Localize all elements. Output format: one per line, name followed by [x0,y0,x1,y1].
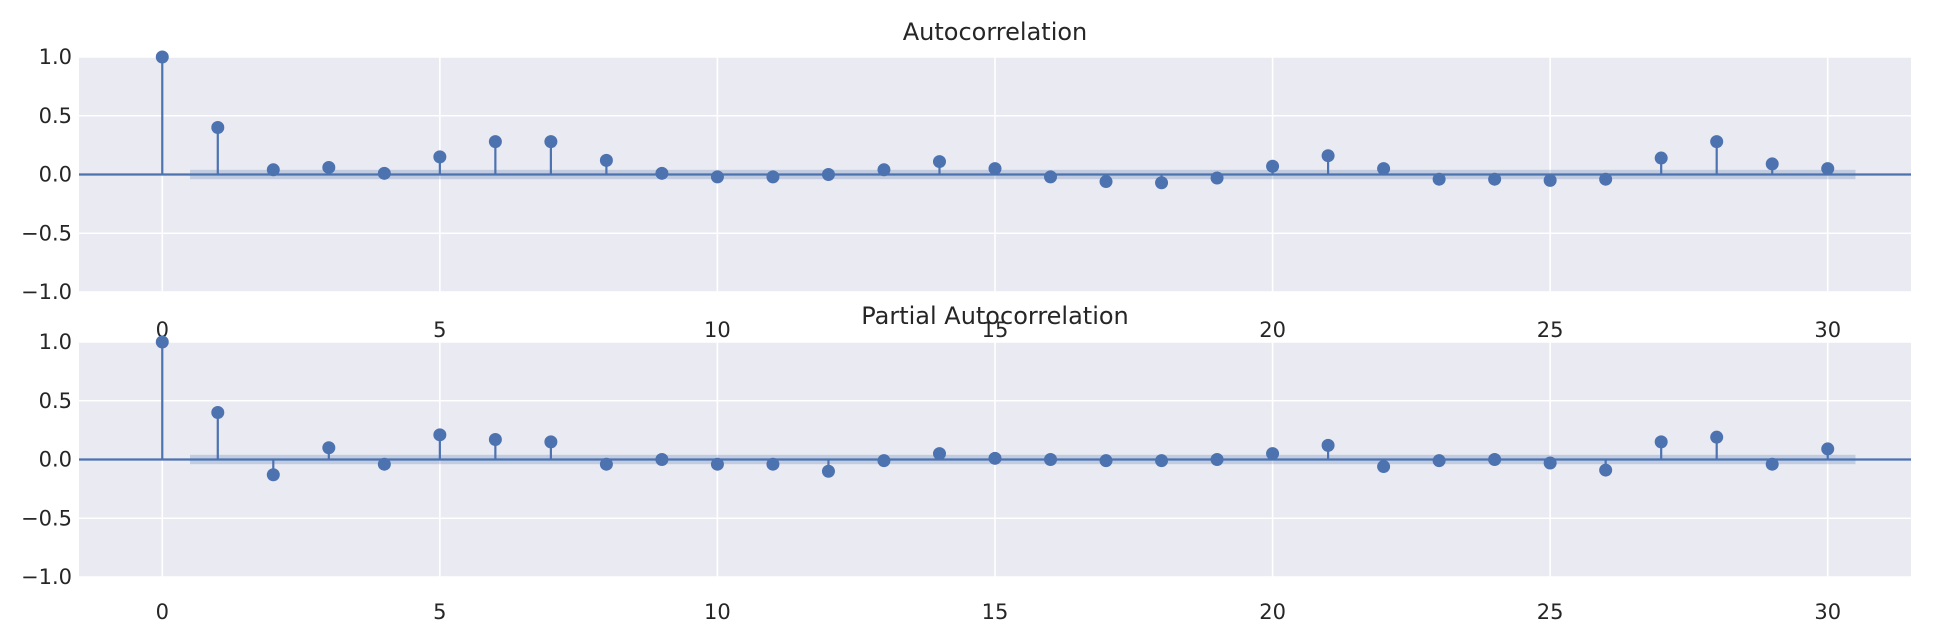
autocorrelation-point [1266,159,1280,173]
autocorrelation-point [1654,151,1668,165]
partial-autocorrelation-x-tick-label: 5 [433,600,446,624]
partial-autocorrelation-x-tick-label: 25 [1537,600,1564,624]
partial-autocorrelation-point [1321,438,1335,452]
autocorrelation-point [1210,171,1224,185]
partial-autocorrelation-point [211,406,225,419]
autocorrelation-point [1155,176,1169,190]
partial-autocorrelation-point [1210,453,1224,466]
autocorrelation-x-tick-label: 10 [704,318,731,342]
autocorrelation-point [377,166,391,180]
autocorrelation-x-ticks: 0 5 10 15 20 25 30 [156,318,1842,342]
partial-autocorrelation-point [1488,453,1502,466]
partial-autocorrelation-point [1044,453,1058,466]
autocorrelation-point [988,162,1002,176]
autocorrelation-title: Autocorrelation [903,18,1088,46]
partial-autocorrelation-y-tick-label: −1.0 [21,565,72,589]
autocorrelation-y-tick-label: 1.0 [39,45,72,69]
autocorrelation-point [433,150,447,164]
autocorrelation-point [155,50,169,64]
partial-autocorrelation-point [988,451,1002,465]
autocorrelation-point [821,168,835,181]
autocorrelation-point [1099,175,1113,189]
partial-autocorrelation-point [1654,435,1668,449]
autocorrelation-x-tick-label: 0 [156,318,169,342]
autocorrelation-point [322,160,336,174]
partial-autocorrelation-point [488,433,502,447]
autocorrelation-point [1044,170,1058,184]
partial-autocorrelation-point [932,447,946,461]
partial-autocorrelation-y-tick-label: 0.5 [39,389,72,413]
partial-autocorrelation-point [433,428,447,442]
autocorrelation-point [211,121,225,134]
autocorrelation-point [1321,149,1335,163]
partial-autocorrelation-point [1099,454,1113,468]
partial-autocorrelation-y-ticks: 1.0 0.5 0.0 −0.5 −1.0 [21,330,72,589]
autocorrelation-point [1543,173,1557,187]
autocorrelation-x-tick-label: 25 [1537,318,1564,342]
partial-autocorrelation-point [1432,454,1446,468]
partial-autocorrelation-point [1765,457,1779,471]
autocorrelation-point [710,170,724,184]
autocorrelation-point [266,163,280,177]
autocorrelation-y-tick-label: 0.5 [39,104,72,128]
autocorrelation-y-tick-label: −0.5 [21,221,72,245]
autocorrelation-y-ticks: 1.0 0.5 0.0 −0.5 −1.0 [21,45,72,304]
partial-autocorrelation-y-tick-label: −0.5 [21,506,72,530]
autocorrelation-x-tick-label: 15 [982,318,1009,342]
partial-autocorrelation-point [544,435,558,449]
partial-autocorrelation-point [1543,456,1557,470]
partial-autocorrelation-stems [155,335,1835,482]
partial-autocorrelation-point [1821,442,1835,456]
partial-autocorrelation-y-tick-label: 0.0 [39,448,72,472]
autocorrelation-y-tick-label: 0.0 [39,163,72,187]
autocorrelation-x-tick-label: 5 [433,318,446,342]
autocorrelation-x-tick-label: 30 [1814,318,1841,342]
partial-autocorrelation-point [155,335,169,349]
autocorrelation-point [599,153,613,167]
partial-autocorrelation-x-tick-label: 15 [982,600,1009,624]
autocorrelation-point [1377,162,1391,176]
partial-autocorrelation-x-tick-label: 20 [1259,600,1286,624]
partial-autocorrelation-point [1377,460,1391,474]
partial-autocorrelation-point [599,457,613,471]
partial-autocorrelation-point [655,453,669,466]
partial-autocorrelation-point [766,457,780,471]
autocorrelation-panel: 1.0 0.5 0.0 −0.5 −1.0 0 5 10 15 20 25 30 Autocorre… [21,18,1911,342]
partial-autocorrelation-point [266,468,280,482]
partial-autocorrelation-point [877,454,891,468]
autocorrelation-point [1710,135,1724,149]
autocorrelation-point [1599,172,1613,186]
partial-autocorrelation-point [1266,447,1280,461]
autocorrelation-point [877,163,891,177]
autocorrelation-point [1432,172,1446,186]
autocorrelation-stems [155,50,1835,190]
partial-autocorrelation-point [322,441,336,455]
partial-autocorrelation-y-tick-label: 1.0 [39,330,72,354]
autocorrelation-point [488,135,502,149]
partial-autocorrelation-panel: 1.0 0.5 0.0 −0.5 −1.0 0 5 10 15 20 25 30 Partial A… [21,302,1911,624]
partial-autocorrelation-point [821,464,835,478]
partial-autocorrelation-point [377,457,391,471]
partial-autocorrelation-title: Partial Autocorrelation [861,302,1129,330]
autocorrelation-point [544,135,558,149]
partial-autocorrelation-x-tick-label: 30 [1814,600,1841,624]
autocorrelation-point [1488,172,1502,186]
partial-autocorrelation-x-tick-label: 10 [704,600,731,624]
partial-autocorrelation-x-tick-label: 0 [156,600,169,624]
partial-autocorrelation-point [1599,463,1613,477]
autocorrelation-y-tick-label: −1.0 [21,280,72,304]
partial-autocorrelation-x-ticks: 0 5 10 15 20 25 30 [156,600,1842,624]
autocorrelation-point [766,170,780,184]
autocorrelation-point [655,166,669,180]
autocorrelation-point [1765,157,1779,171]
partial-autocorrelation-point [1155,454,1169,468]
partial-autocorrelation-point [1710,430,1724,444]
autocorrelation-point [1821,162,1835,176]
autocorrelation-x-tick-label: 20 [1259,318,1286,342]
autocorrelation-point [932,155,946,169]
partial-autocorrelation-point [710,457,724,471]
